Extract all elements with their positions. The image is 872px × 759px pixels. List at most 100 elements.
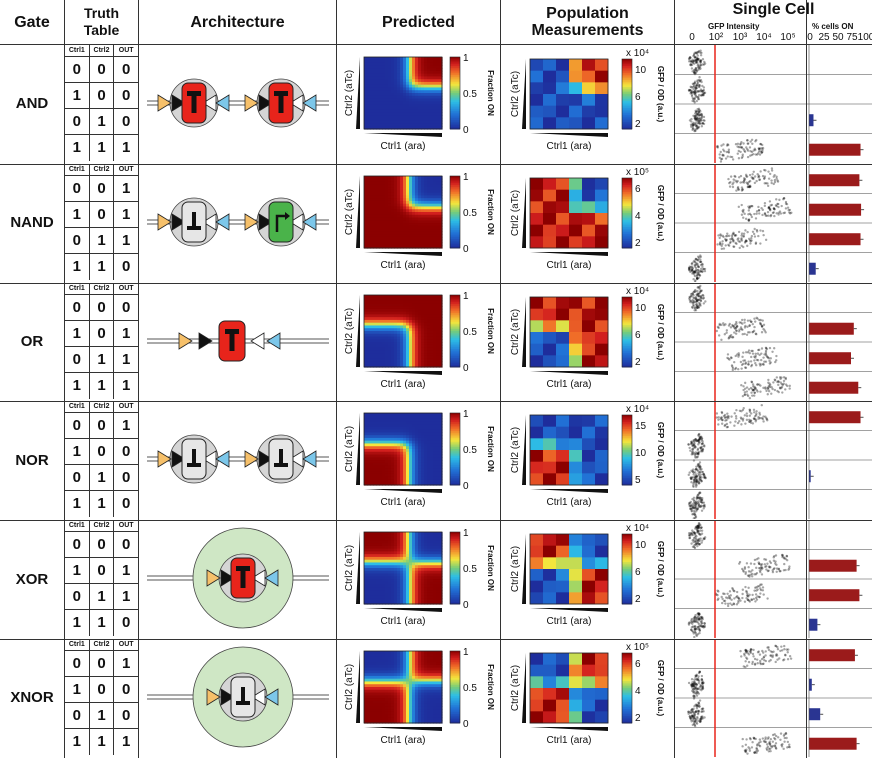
colorbar-segment: [450, 299, 460, 303]
cell-event: [696, 507, 699, 510]
heatmap-cell: [397, 471, 401, 475]
heatmap-cell: [397, 65, 401, 69]
heatmap-cell: [376, 245, 380, 249]
cell-event: [786, 206, 790, 209]
cell-event: [698, 113, 702, 117]
cell-event: [693, 270, 696, 273]
heatmap-cell: [406, 175, 410, 180]
cell-event: [757, 416, 760, 419]
heatmap-cell: [415, 90, 419, 94]
heatmap-cell: [424, 222, 428, 227]
heatmap-cell: [433, 189, 437, 194]
colorbar-segment: [450, 112, 460, 116]
heatmap-cell: [427, 79, 431, 83]
cell-event: [733, 322, 737, 326]
cell-event: [702, 444, 706, 448]
heatmap-cell: [430, 203, 434, 207]
measurement-cell: [595, 189, 609, 202]
heatmap-cell: [367, 117, 371, 122]
heatmap-cell: [436, 421, 440, 426]
heatmap-cell: [403, 460, 407, 464]
heatmap-cell: [394, 438, 398, 442]
heatmap-cell: [391, 73, 395, 77]
heatmap-cell: [406, 81, 410, 86]
cell-event: [693, 101, 696, 104]
cell-event: [740, 318, 744, 321]
heatmap-cell: [436, 115, 440, 119]
heatmap-cell: [409, 457, 413, 462]
colorbar-segment: [450, 463, 460, 467]
cell-event: [695, 116, 699, 120]
measurement-cell: [595, 59, 609, 72]
measurement-cell: [569, 212, 583, 225]
colorbar-segment: [622, 71, 632, 74]
heatmap-cell: [400, 209, 404, 213]
cell-event: [701, 501, 704, 505]
cell-event: [696, 255, 700, 258]
heatmap-cell: [379, 333, 383, 337]
heatmap-cell: [391, 178, 395, 182]
cell-event: [699, 110, 702, 113]
heatmap-cell: [364, 57, 368, 61]
heatmap-cell: [379, 189, 383, 194]
truth-table-column-header: Ctrl1: [65, 520, 90, 532]
heatmap-cell: [373, 430, 377, 434]
cell-event: [693, 52, 696, 56]
colorbar-segment: [450, 303, 460, 306]
truth-table-cell: 0: [122, 614, 131, 632]
cell-event: [761, 150, 764, 154]
heatmap-cell: [439, 109, 443, 113]
heatmap-cell: [388, 203, 392, 207]
heatmap-cell: [436, 347, 440, 351]
heatmap-cell: [430, 101, 434, 105]
cell-event: [694, 504, 697, 507]
colorbar-segment: [622, 307, 632, 310]
heatmap-cell: [433, 242, 437, 246]
heatmap-cell: [370, 352, 374, 357]
cell-event: [688, 60, 691, 63]
heatmap-cell: [400, 297, 404, 301]
heatmap-cell: [403, 361, 407, 365]
heatmap-cell: [421, 211, 425, 216]
heatmap-cell: [379, 438, 383, 442]
heatmap-cell: [394, 112, 398, 116]
heatmap-cell: [367, 62, 371, 66]
cell-event: [770, 203, 774, 206]
heatmap-cell: [430, 68, 434, 72]
cell-event: [772, 211, 775, 214]
heatmap-cell: [397, 427, 401, 431]
heatmap-cell: [412, 322, 416, 326]
cell-event: [695, 508, 699, 512]
heatmap-cell: [382, 330, 386, 334]
cell-event: [694, 118, 698, 121]
heatmap-cell: [373, 200, 377, 205]
heatmap-cell: [391, 479, 395, 484]
cell-event: [727, 417, 730, 420]
heatmap-cell: [397, 242, 401, 246]
cell-event: [755, 212, 758, 215]
heatmap-cell: [403, 117, 407, 122]
heatmap-cell: [415, 195, 419, 199]
heatmap-cell: [409, 308, 413, 312]
heatmap-cell: [364, 73, 368, 77]
heatmap-cell: [379, 109, 383, 113]
cell-event: [696, 57, 699, 60]
cell-event: [736, 145, 739, 148]
y-axis-label: Ctrl2 (aTc): [344, 308, 355, 354]
cell-event: [765, 354, 768, 357]
heatmap-cell: [370, 211, 374, 216]
measurement-cell: [569, 117, 583, 130]
measurement-cell: [582, 427, 596, 440]
cell-event: [720, 323, 723, 326]
heatmap-cell: [406, 322, 410, 326]
heatmap-cell: [409, 341, 413, 346]
heatmap-cell: [436, 68, 440, 72]
heatmap-cell: [439, 112, 443, 116]
heatmap-cell: [403, 430, 407, 434]
cell-event: [735, 325, 738, 329]
cell-event: [747, 209, 751, 212]
heatmap-cell: [427, 327, 431, 332]
cell-event: [702, 88, 705, 92]
